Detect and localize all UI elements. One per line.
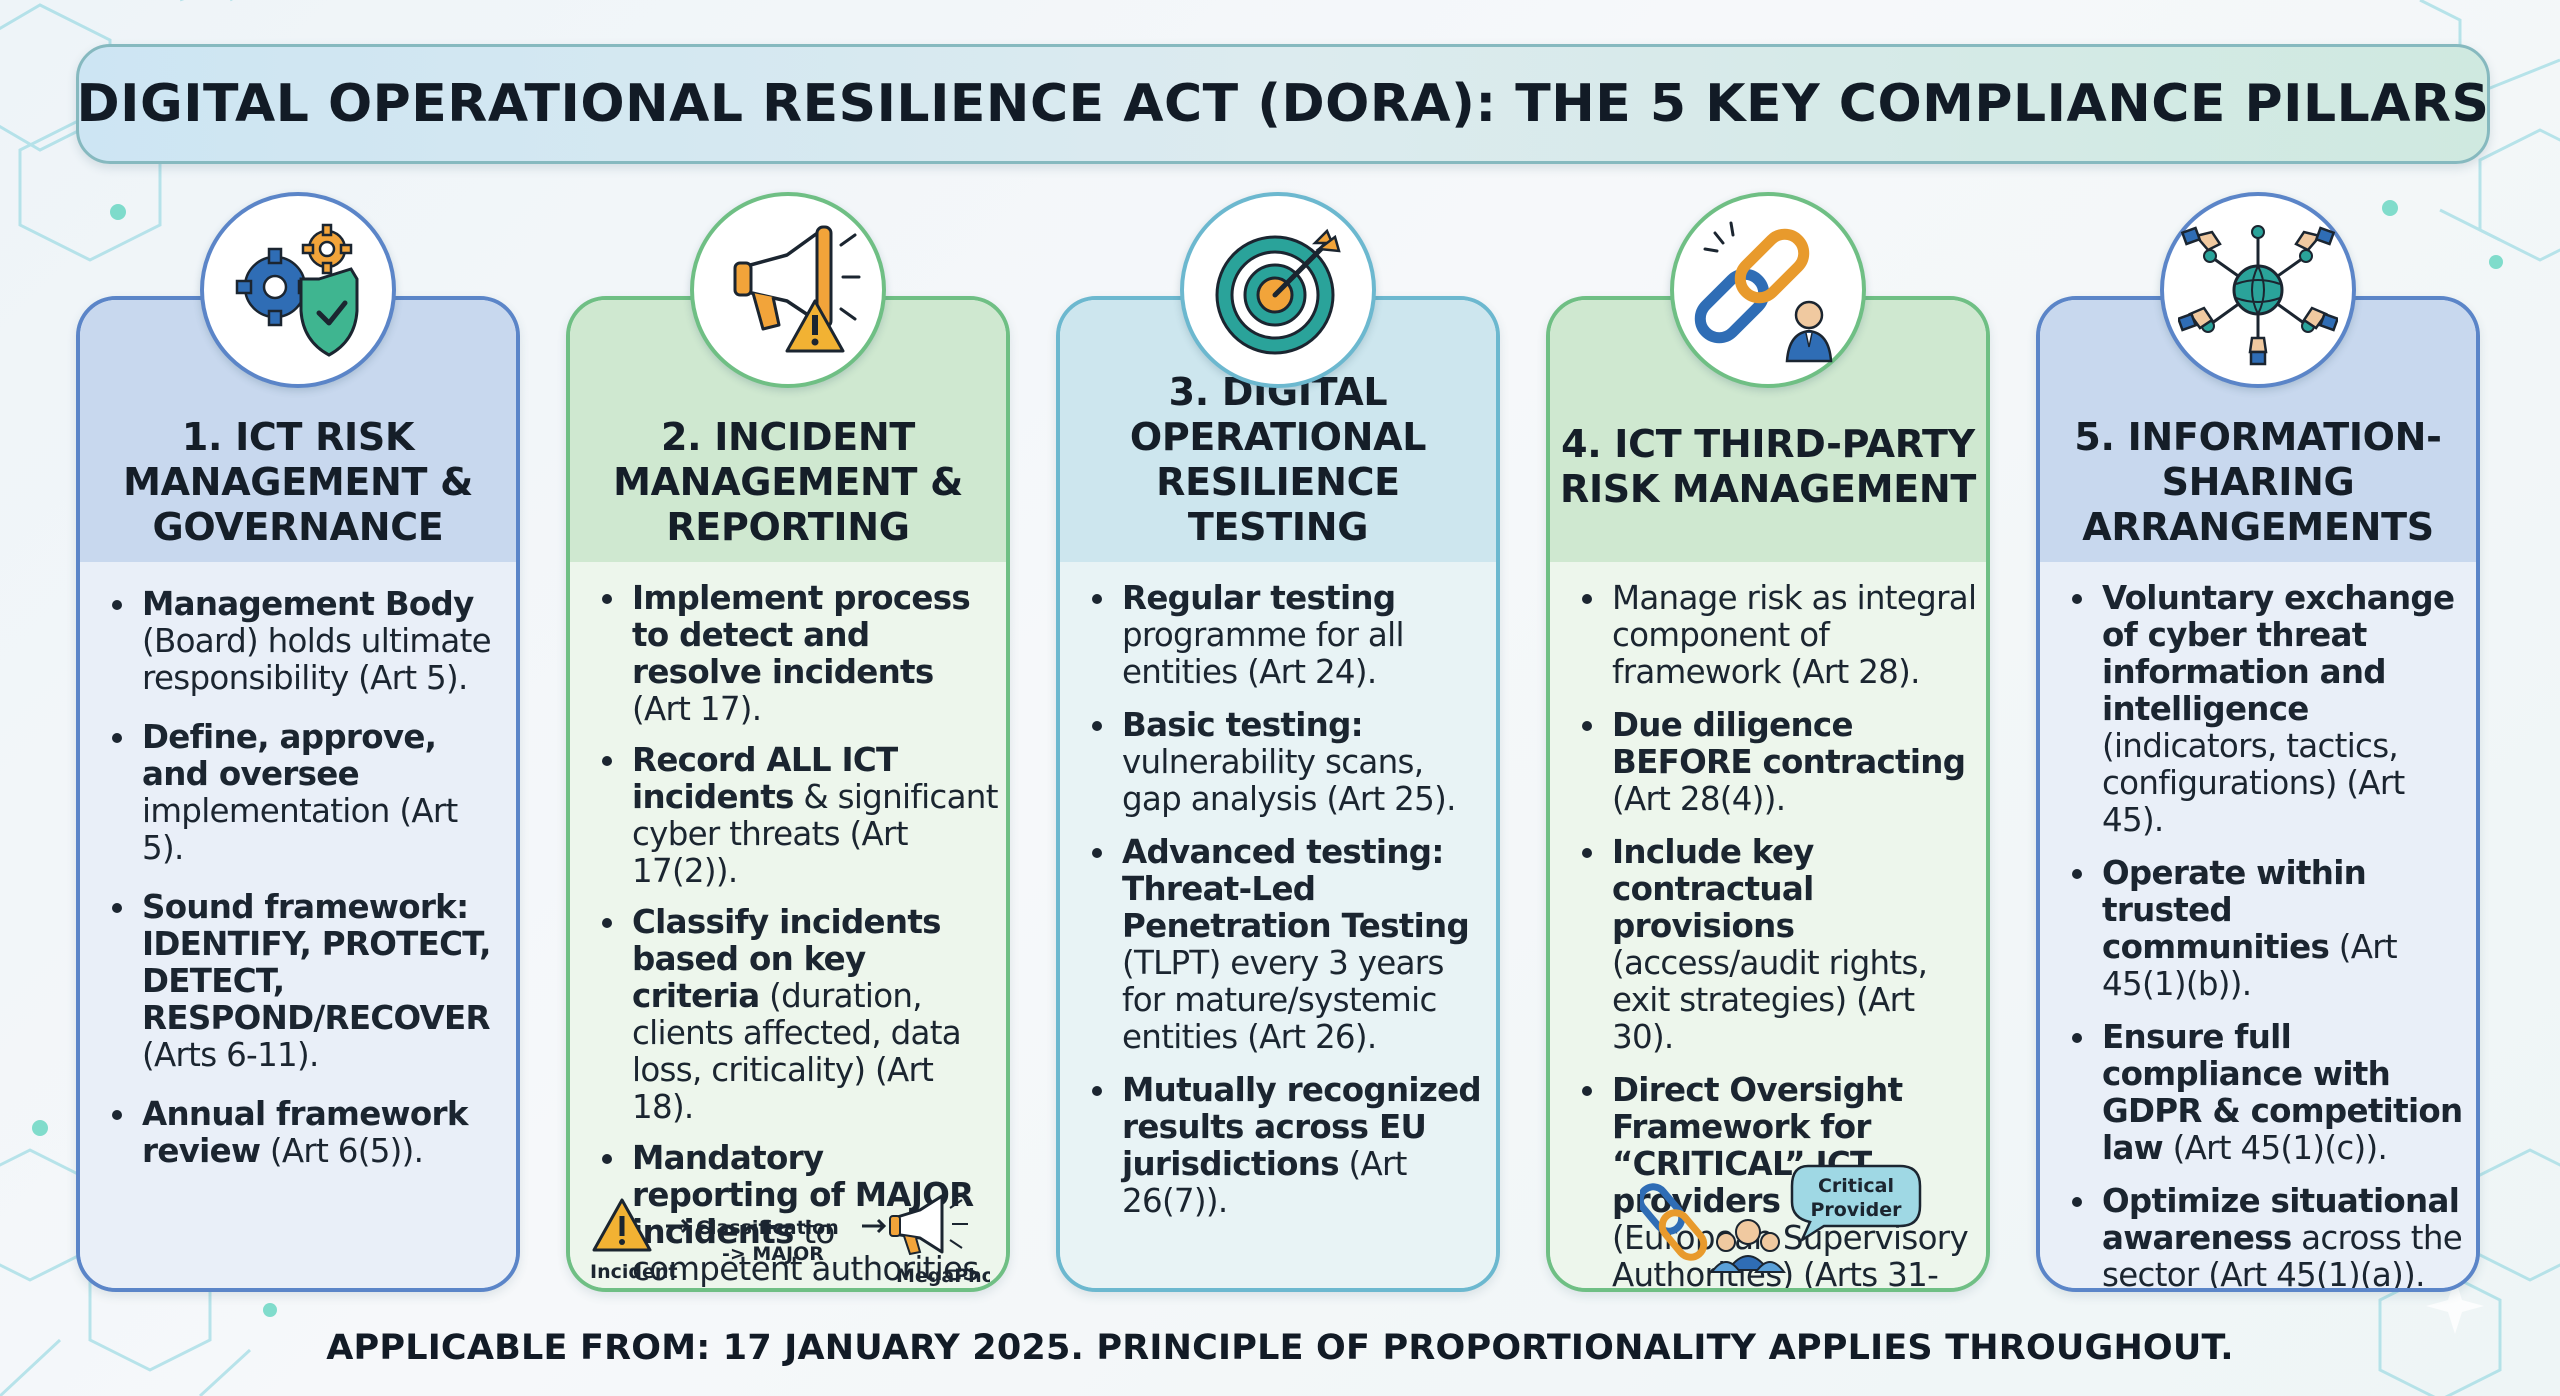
person-group-icon xyxy=(1710,1219,1786,1273)
pillar-title: 3. DIGITAL OPERATIONAL RESILIENCE TESTIN… xyxy=(1129,370,1427,549)
pillar-ict-risk-management: 1. ICT RISK MANAGEMENT & GOVERNANCE Mana… xyxy=(76,296,520,1292)
bullet-list: Voluntary exchange of cyber threat infor… xyxy=(2068,580,2468,1288)
bullet-item: Define, approve, and oversee implementat… xyxy=(108,719,508,867)
bullet-item: Include key contractual provisions (acce… xyxy=(1578,834,1978,1056)
pillar-title: 5. INFORMATION- SHARING ARRANGEMENTS xyxy=(2074,415,2442,549)
critical-provider-illustration: Critical Provider xyxy=(1640,1164,1922,1273)
bullet-item: Ensure full compliance with GDPR & compe… xyxy=(2068,1019,2468,1167)
bullet-list: Management Body (Board) holds ultimate r… xyxy=(108,586,508,1192)
bullet-item: Annual framework review (Art 6(5)). xyxy=(108,1096,508,1170)
bubble-line-1: Critical xyxy=(1818,1175,1894,1197)
megaphone-label: MegaPhone xyxy=(896,1265,990,1287)
chain-link-icon xyxy=(1640,1183,1708,1261)
title-banner: DIGITAL OPERATIONAL RESILIENCE ACT (DORA… xyxy=(76,44,2490,164)
pillar-resilience-testing: 3. DIGITAL OPERATIONAL RESILIENCE TESTIN… xyxy=(1056,296,1500,1292)
pillar-body: Management Body (Board) holds ultimate r… xyxy=(80,562,516,1288)
bullet-list: Implement process to detect and resolve … xyxy=(598,580,998,1288)
bullet-item: Mandatory reporting of MAJOR incidents t… xyxy=(598,1140,998,1288)
bullet-item: Operate within trusted communities (Art … xyxy=(2068,855,2468,1003)
bullet-item: Management Body (Board) holds ultimate r… xyxy=(108,586,508,697)
bullet-item: Manage risk as integral component of fra… xyxy=(1578,580,1978,691)
bullet-item: Basic testing: vulnerability scans, gap … xyxy=(1088,707,1488,818)
pillar-body: Voluntary exchange of cyber threat infor… xyxy=(2040,562,2476,1288)
network-hands-icon xyxy=(2160,192,2356,388)
bullet-list: Regular testing programme for all entiti… xyxy=(1088,580,1488,1242)
bullet-item: Advanced testing: Threat-Led Penetration… xyxy=(1088,834,1488,1056)
pillar-title: 2. INCIDENT MANAGEMENT & REPORTING xyxy=(613,415,963,549)
pillar-body: Regular testing programme for all entiti… xyxy=(1060,562,1496,1288)
warning-triangle-icon xyxy=(592,1198,652,1252)
bullet-item: Due diligence BEFORE contracting (Art 28… xyxy=(1578,707,1978,818)
bullet-item: Regular testing programme for all entiti… xyxy=(1088,580,1488,691)
bubble-line-2: Provider xyxy=(1810,1199,1902,1221)
pillar-body: Manage risk as integral component of fra… xyxy=(1550,562,1986,1288)
megaphone-warning-icon xyxy=(690,192,886,388)
arrow-right-icon xyxy=(862,1218,887,1234)
bullet-item: Voluntary exchange of cyber threat infor… xyxy=(2068,580,2468,839)
bullet-item: Sound framework: IDENTIFY, PROTECT, DETE… xyxy=(108,889,508,1074)
incident-flow-diagram: Incident Classification -> MAJOR MegaPho… xyxy=(590,1194,990,1287)
pillar-body: Implement process to detect and resolve … xyxy=(570,562,1006,1288)
pillar-information-sharing: 5. INFORMATION- SHARING ARRANGEMENTS Vol… xyxy=(2036,296,2480,1292)
arrow-right-icon xyxy=(666,1218,691,1234)
pillar-third-party-risk: 4. ICT THIRD-PARTY RISK MANAGEMENT Manag… xyxy=(1546,296,1990,1292)
footer-note: APPLICABLE FROM: 17 JANUARY 2025. PRINCI… xyxy=(326,1328,2234,1368)
pillar-header: 2. INCIDENT MANAGEMENT & REPORTING xyxy=(570,300,1006,562)
pillar-title: 4. ICT THIRD-PARTY RISK MANAGEMENT xyxy=(1559,422,1977,511)
incident-label: Incident xyxy=(590,1261,677,1283)
pillar-incident-management: 2. INCIDENT MANAGEMENT & REPORTING Imple… xyxy=(566,296,1010,1292)
bullet-item: Optimize situational awareness across th… xyxy=(2068,1183,2468,1288)
chain-link-person-icon xyxy=(1670,192,1866,388)
megaphone-icon xyxy=(889,1194,968,1256)
gears-shield-icon xyxy=(200,192,396,388)
major-label: -> MAJOR xyxy=(722,1243,824,1265)
bullet-item: Record ALL ICT incidents & significant c… xyxy=(598,742,998,890)
bullet-item: Mutually recognized results across EU ju… xyxy=(1088,1072,1488,1220)
bullet-item: Implement process to detect and resolve … xyxy=(598,580,998,728)
bullet-item: Classify incidents based on key criteria… xyxy=(598,904,998,1126)
classification-label: Classification xyxy=(696,1217,839,1239)
page-title: DIGITAL OPERATIONAL RESILIENCE ACT (DORA… xyxy=(76,74,2490,134)
target-dart-icon xyxy=(1180,192,1376,388)
speech-bubble: Critical Provider xyxy=(1790,1164,1922,1244)
pillar-title: 1. ICT RISK MANAGEMENT & GOVERNANCE xyxy=(123,415,473,549)
bullet-list: Manage risk as integral component of fra… xyxy=(1578,580,1978,1288)
